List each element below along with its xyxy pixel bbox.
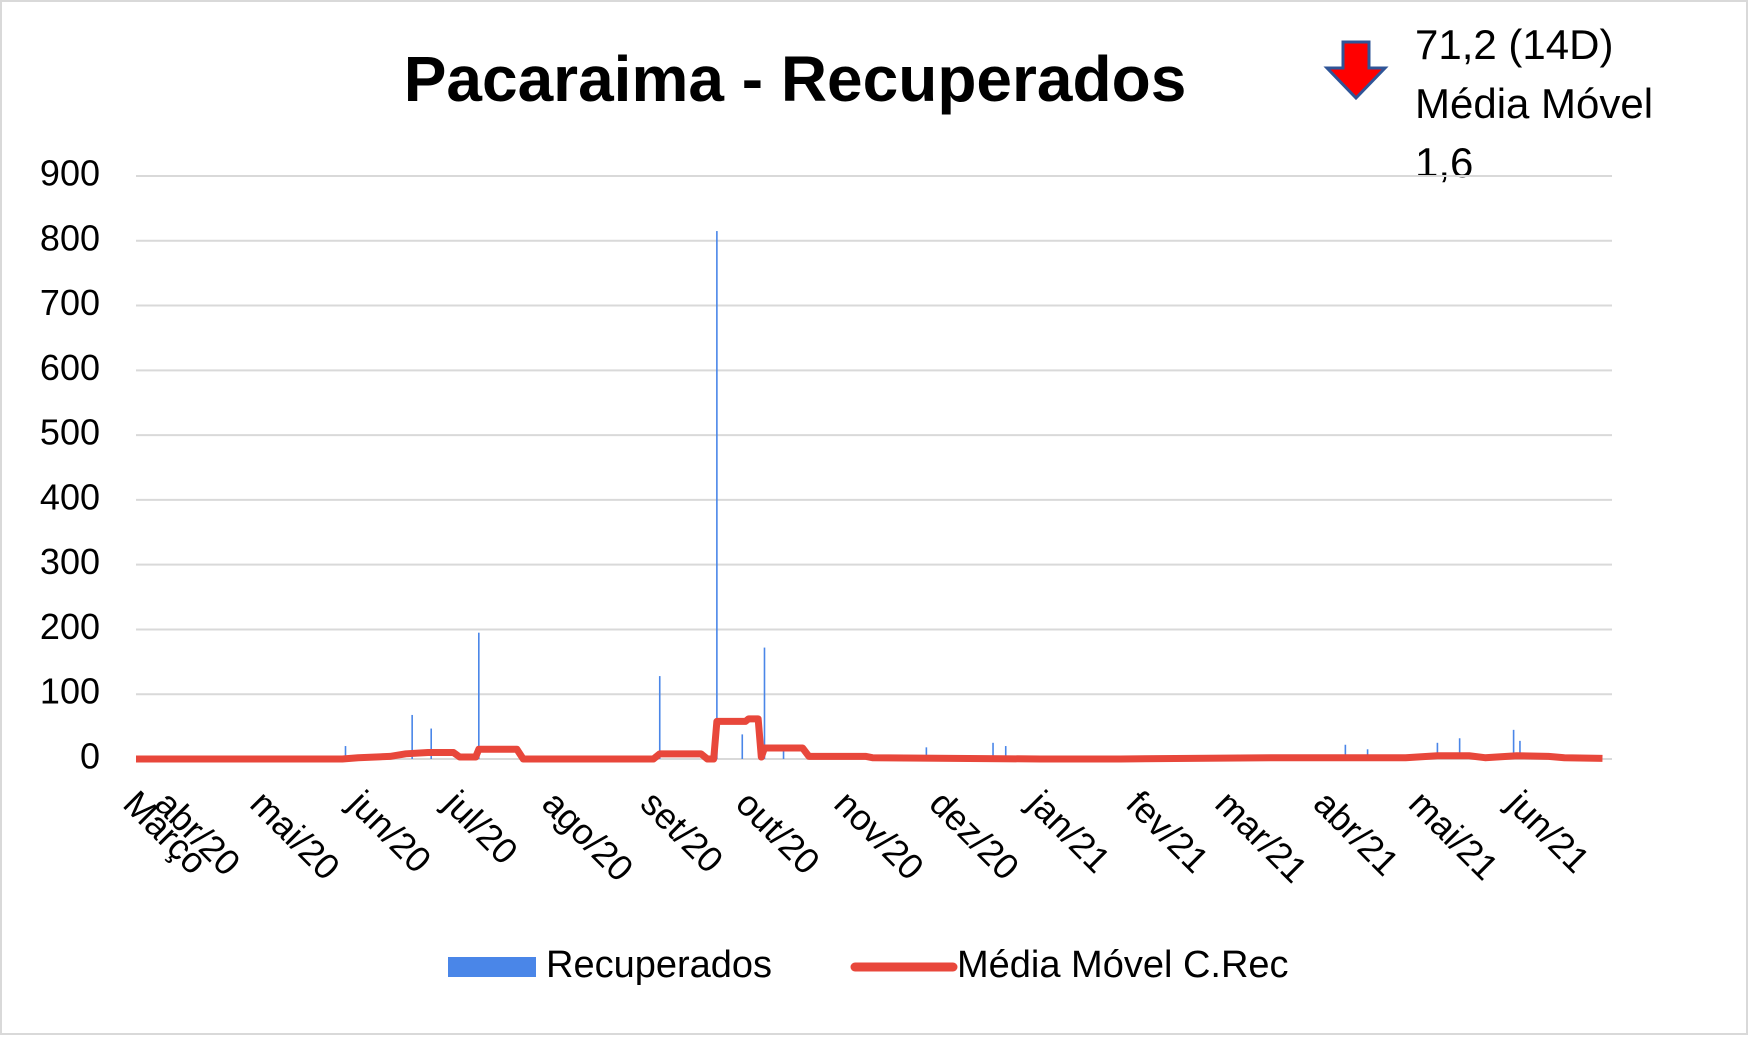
- legend-swatch: [448, 957, 536, 977]
- annotation: Média Móvel: [1415, 80, 1653, 127]
- bar: [992, 742, 994, 759]
- bar: [741, 734, 744, 759]
- chart-title: Pacaraima - Recuperados: [404, 43, 1187, 115]
- y-tick-label: 800: [40, 217, 100, 258]
- legend-label: Recuperados: [546, 944, 772, 986]
- legend-label: Média Móvel C.Rec: [957, 944, 1289, 986]
- arrow-icon: [1323, 40, 1389, 101]
- bar: [1344, 744, 1347, 759]
- bar: [478, 632, 480, 759]
- y-tick-label: 500: [40, 412, 100, 453]
- bar: [658, 676, 661, 759]
- line: [136, 715, 1603, 763]
- bar: [411, 714, 413, 759]
- bar: [1436, 742, 1439, 759]
- bar: [716, 231, 718, 760]
- y-tick-label: 700: [40, 282, 100, 323]
- bar: [763, 647, 766, 759]
- y-tick-label: 0: [80, 736, 100, 777]
- bar: [344, 746, 347, 759]
- bar: [1458, 738, 1461, 759]
- annotation: 1,6: [1415, 139, 1473, 186]
- y-tick-label: 200: [40, 606, 100, 647]
- y-tick-label: 100: [40, 671, 100, 712]
- annotation: 71,2 (14D): [1415, 21, 1613, 68]
- y-tick-label: 400: [40, 476, 100, 517]
- bar: [1366, 749, 1369, 759]
- bar: [925, 747, 928, 759]
- bar: [430, 728, 432, 759]
- bar: [1519, 740, 1521, 759]
- y-tick-label: 900: [40, 153, 100, 194]
- bar: [782, 746, 785, 759]
- bar: [1512, 729, 1515, 759]
- bar: [1004, 746, 1007, 759]
- y-tick-label: 300: [40, 541, 100, 582]
- y-tick-label: 600: [40, 347, 100, 388]
